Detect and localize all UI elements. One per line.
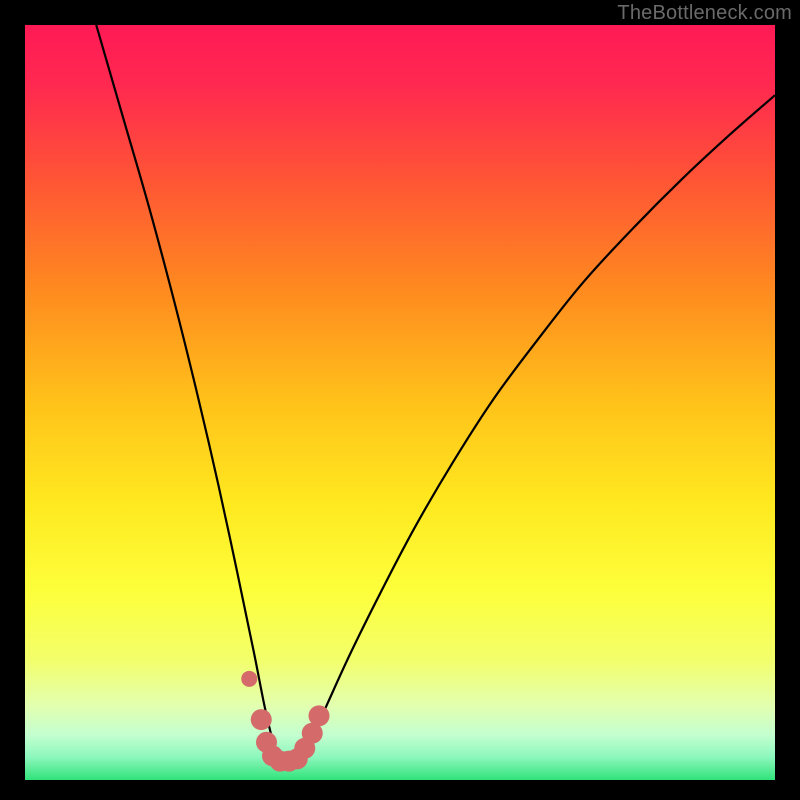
plot-area — [25, 25, 775, 780]
watermark-text: TheBottleneck.com — [617, 2, 792, 25]
chart-container: TheBottleneck.com — [0, 0, 800, 800]
valley-marker — [251, 709, 272, 730]
isolated-marker — [241, 671, 257, 687]
valley-marker — [309, 705, 330, 726]
chart-svg — [25, 25, 775, 780]
gradient-background — [25, 25, 775, 780]
